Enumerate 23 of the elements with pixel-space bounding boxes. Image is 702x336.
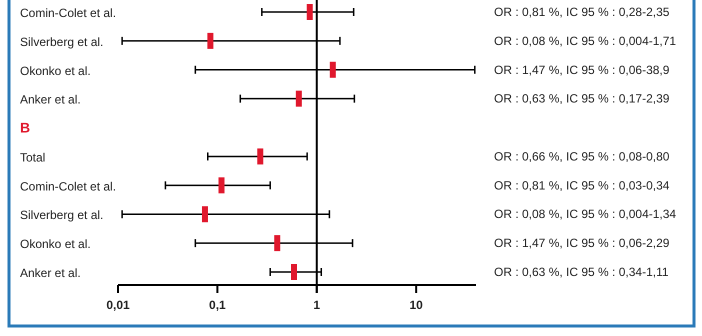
text: OR : 0,08 %, IC 95 % : 0,004-1,71 bbox=[494, 34, 676, 48]
text: OR : 0,81 %, IC 95 % : 0,28-2,35 bbox=[494, 5, 670, 19]
text: B bbox=[20, 120, 30, 136]
y-tick-label: Anker et al. bbox=[20, 266, 81, 280]
x-tick-label: 10 bbox=[409, 298, 424, 312]
text: OR : 0,63 %, IC 95 % : 0,34-1,11 bbox=[494, 265, 669, 279]
y-tick-label: Okonko et al. bbox=[20, 237, 91, 252]
text: OR : 0,81 %, IC 95 % : 0,03-0,34 bbox=[494, 178, 670, 192]
text: OR : 1,47 %, IC 95 % : 0,06-2,29 bbox=[494, 236, 670, 250]
x-tick-label: 1 bbox=[313, 298, 320, 312]
text: OR : 0,08 %, IC 95 % : 0,004-1,34 bbox=[494, 207, 676, 222]
x-tick-label: 0,1 bbox=[209, 298, 226, 312]
y-tick-label: Okonko et al. bbox=[20, 64, 91, 78]
y-tick-label: Silverberg et al. bbox=[20, 208, 104, 222]
y-tick-label: Silverberg et al. bbox=[20, 34, 104, 49]
x-tick-label: 0,01 bbox=[106, 298, 130, 312]
text: OR : 0,63 %, IC 95 % : 0,17-2,39 bbox=[494, 92, 670, 106]
y-tick-label: Comin-Colet et al. bbox=[20, 179, 116, 194]
text: OR : 1,47 %, IC 95 % : 0,06-38,9 bbox=[494, 62, 670, 77]
y-tick-label: Anker et al. bbox=[20, 92, 81, 107]
y-tick-label: Comin-Colet et al. bbox=[20, 6, 116, 20]
text: OR : 0,66 %, IC 95 % : 0,08-0,80 bbox=[494, 149, 670, 164]
y-tick-label: Total bbox=[20, 150, 46, 164]
